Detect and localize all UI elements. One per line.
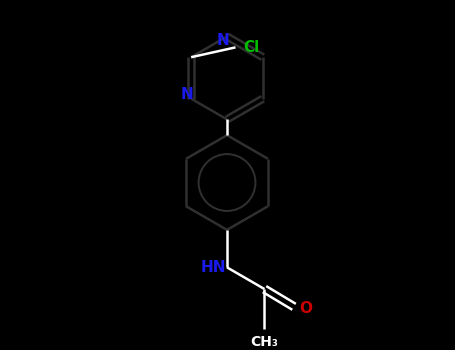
Text: O: O	[299, 301, 313, 316]
Text: N: N	[217, 33, 229, 48]
Text: Cl: Cl	[243, 40, 259, 55]
Text: N: N	[181, 87, 193, 102]
Text: CH₃: CH₃	[251, 335, 278, 349]
Text: HN: HN	[201, 260, 226, 275]
